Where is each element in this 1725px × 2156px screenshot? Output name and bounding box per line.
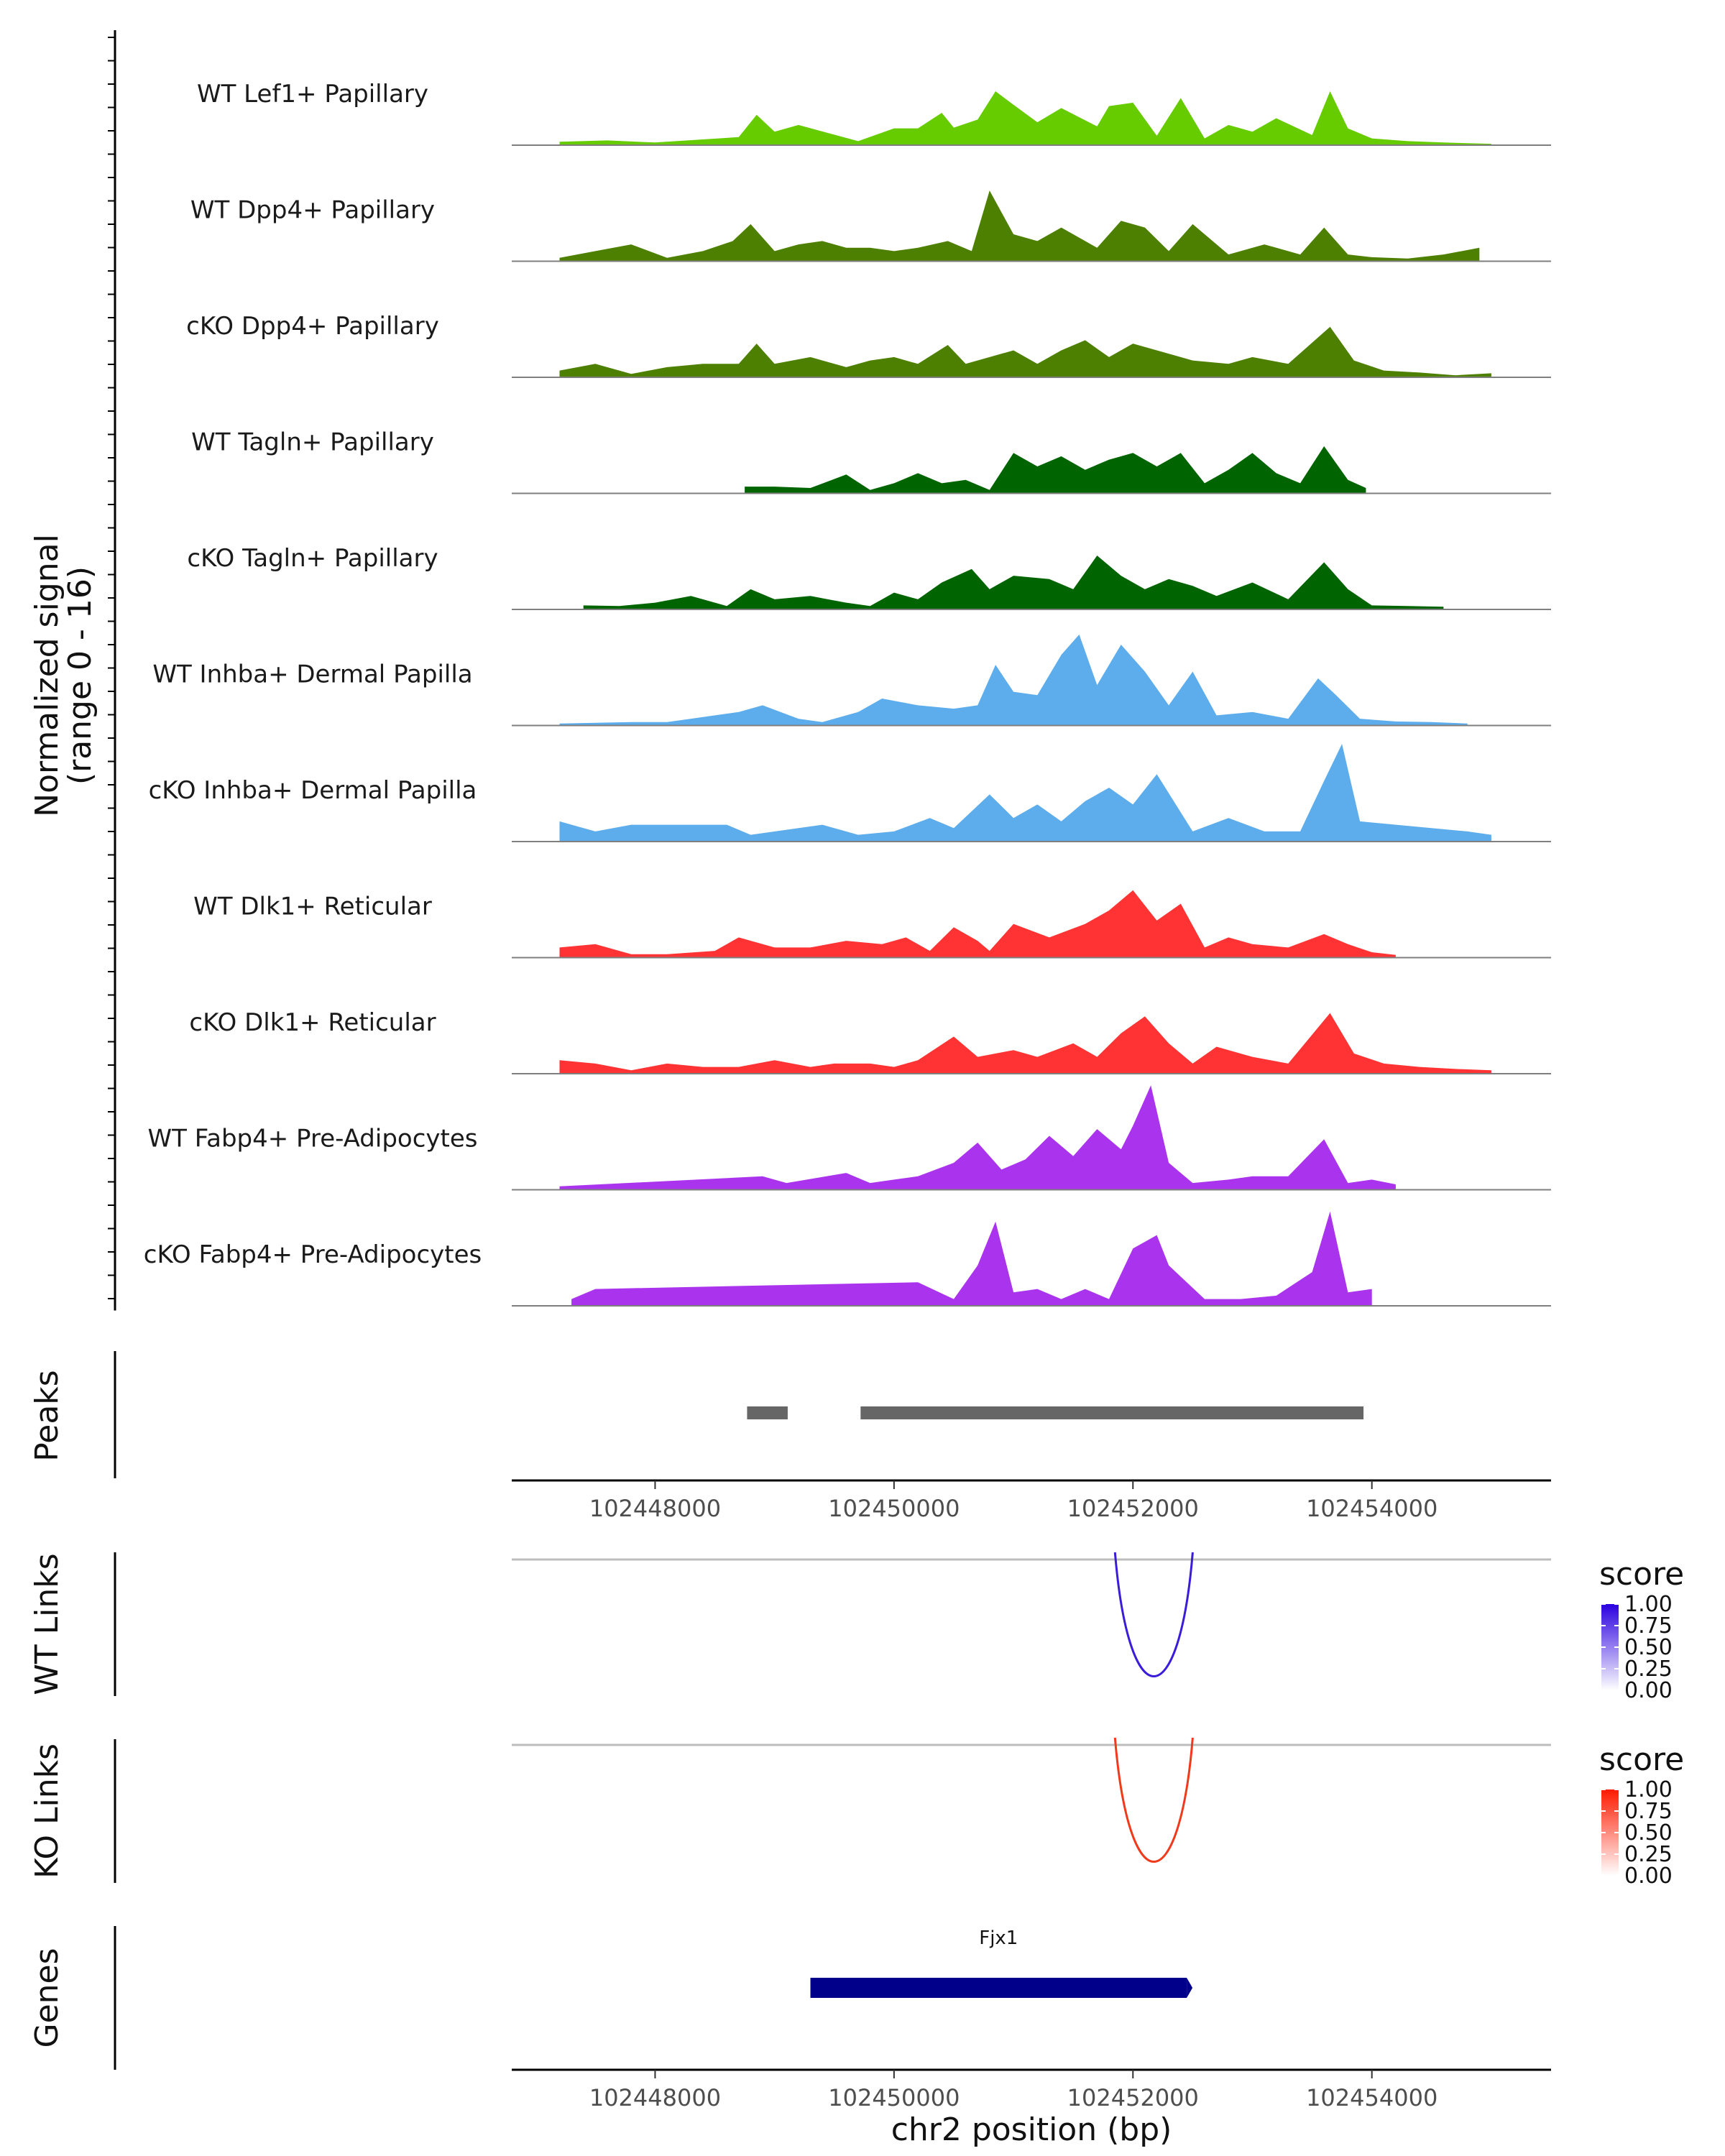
legend-tick-label: 1.00: [1624, 1777, 1673, 1802]
track-label: cKO Tagln+ Papillary: [187, 544, 438, 573]
ko-links-label: KO Links: [29, 1743, 65, 1879]
track-7: cKO Inhba+ Dermal Papilla: [149, 744, 1551, 842]
x-tick-label-bottom: 102454000: [1306, 2084, 1438, 2111]
track-4: WT Tagln+ Papillary: [191, 428, 1551, 494]
signal-area: [559, 91, 1491, 145]
signal-area: [559, 190, 1480, 262]
legend-tick-label: 1.00: [1624, 1592, 1673, 1617]
peaks-label: Peaks: [29, 1370, 65, 1461]
gene-models: Fjx1: [810, 1927, 1193, 1998]
x-axis-bottom: 102448000 102450000 102452000 102454000: [589, 2070, 1438, 2111]
legend-tick-label: 0.75: [1624, 1799, 1673, 1824]
wt-score-legend: score 1.000.750.500.250.00: [1599, 1556, 1684, 1703]
gene-strand-arrow: [1187, 1978, 1193, 1998]
signal-area: [559, 1085, 1396, 1190]
ko-legend-title: score: [1599, 1741, 1684, 1778]
wt-link-arc: [1113, 1552, 1194, 1677]
track-3: cKO Dpp4+ Papillary: [186, 312, 1551, 378]
legend-tick-label: 0.75: [1624, 1613, 1673, 1639]
track-11: cKO Fabp4+ Pre-Adipocytes: [144, 1211, 1551, 1307]
track-1: WT Lef1+ Papillary: [197, 80, 1551, 146]
ko-link-arc: [1113, 1737, 1194, 1863]
x-tick-label-bottom: 102450000: [828, 2084, 960, 2111]
peak-intervals: [747, 1406, 1364, 1419]
signal-area: [559, 1013, 1491, 1074]
track-10: WT Fabp4+ Pre-Adipocytes: [148, 1085, 1551, 1191]
legend-tick-label: 0.50: [1624, 1635, 1673, 1660]
track-5: cKO Tagln+ Papillary: [187, 544, 1551, 610]
signal-y-range-label: (range 0 - 16): [62, 566, 98, 785]
track-9: cKO Dlk1+ Reticular: [189, 1008, 1551, 1074]
x-axis-top: 102448000 102450000 102452000 102454000: [589, 1480, 1438, 1522]
signal-area: [559, 326, 1491, 377]
ko-score-legend: score 1.000.750.500.250.00: [1599, 1741, 1684, 1889]
x-tick-label-top: 102452000: [1067, 1495, 1199, 1522]
legend-tick-label: 0.50: [1624, 1820, 1673, 1846]
peak-interval: [747, 1406, 788, 1419]
legend-tick-label: 0.00: [1624, 1864, 1673, 1889]
peak-interval: [860, 1406, 1364, 1419]
x-tick-label-bottom: 102452000: [1067, 2084, 1199, 2111]
signal-area: [745, 446, 1366, 494]
track-label: WT Tagln+ Papillary: [191, 428, 434, 457]
signal-y-axis: [108, 30, 116, 1311]
signal-y-label: Normalized signal: [29, 534, 65, 817]
track-label: WT Inhba+ Dermal Papilla: [152, 660, 472, 689]
track-label: cKO Dlk1+ Reticular: [189, 1008, 436, 1037]
signal-area: [571, 1211, 1372, 1306]
track-label: WT Fabp4+ Pre-Adipocytes: [148, 1125, 478, 1153]
gene-name-label: Fjx1: [979, 1927, 1018, 1949]
track-label: WT Lef1+ Papillary: [197, 80, 428, 109]
track-label: WT Dpp4+ Papillary: [190, 196, 435, 225]
track-label: cKO Inhba+ Dermal Papilla: [149, 776, 477, 805]
track-label: WT Dlk1+ Reticular: [193, 893, 432, 921]
track-2: WT Dpp4+ Papillary: [190, 190, 1551, 262]
track-label: cKO Fabp4+ Pre-Adipocytes: [144, 1240, 482, 1269]
gene-body: [810, 1978, 1187, 1998]
x-tick-label-top: 102450000: [828, 1495, 960, 1522]
coverage-tracks: WT Lef1+ Papillary WT Dpp4+ Papillary cKO …: [144, 80, 1551, 1307]
genes-label: Genes: [29, 1948, 65, 2047]
signal-area: [559, 634, 1468, 726]
signal-area: [559, 744, 1491, 842]
legend-tick-label: 0.25: [1624, 1842, 1673, 1867]
track-8: WT Dlk1+ Reticular: [193, 890, 1551, 959]
track-label: cKO Dpp4+ Papillary: [186, 312, 439, 341]
signal-area: [583, 556, 1444, 609]
signal-area: [559, 890, 1396, 958]
legend-tick-label: 0.25: [1624, 1657, 1673, 1682]
track-6: WT Inhba+ Dermal Papilla: [152, 634, 1551, 727]
legend-tick-label: 0.00: [1624, 1678, 1673, 1703]
x-tick-label-top: 102454000: [1306, 1495, 1438, 1522]
x-axis-title: chr2 position (bp): [891, 2111, 1172, 2148]
x-tick-label-top: 102448000: [589, 1495, 721, 1522]
x-tick-label-bottom: 102448000: [589, 2084, 721, 2111]
wt-legend-title: score: [1599, 1556, 1684, 1593]
wt-links-label: WT Links: [29, 1553, 65, 1695]
